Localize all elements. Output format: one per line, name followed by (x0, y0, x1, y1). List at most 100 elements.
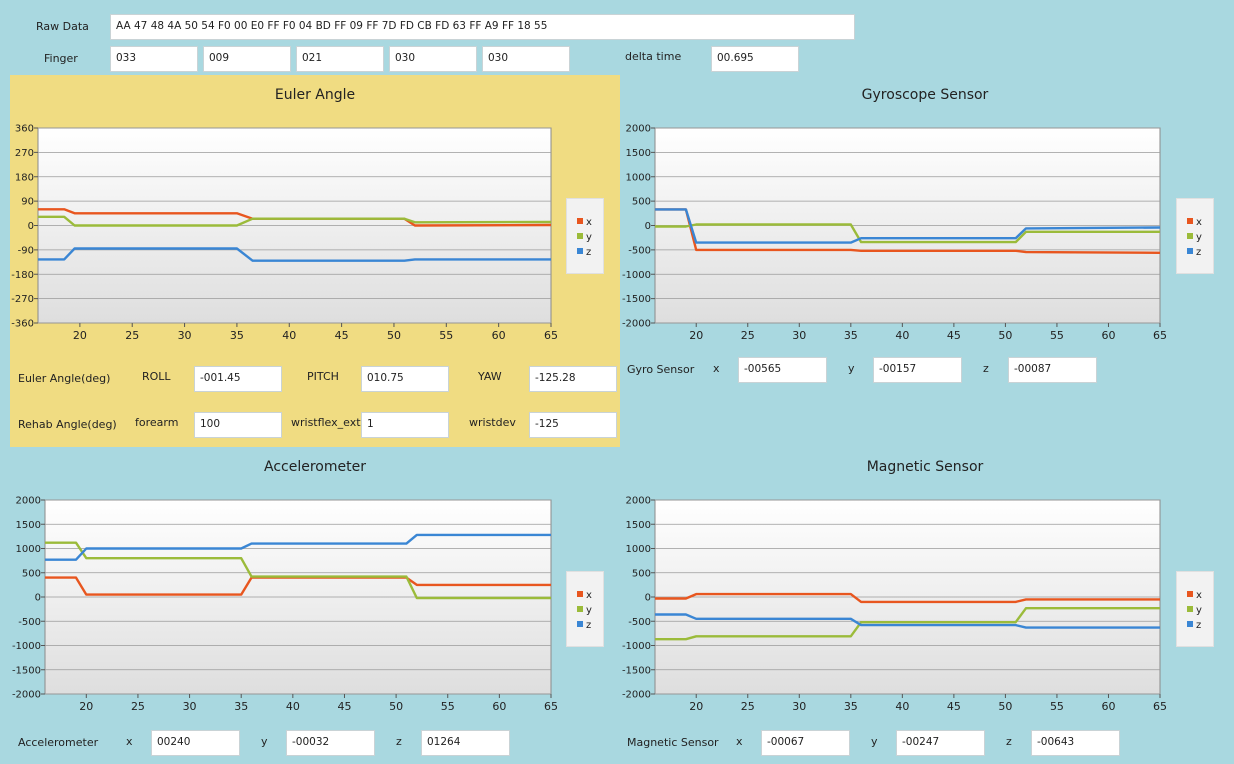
x-tick-label: 30 (792, 329, 806, 342)
series-line-z (45, 533, 551, 561)
y-tick-label: 360 (15, 124, 34, 135)
accel-z-field[interactable]: 01264 (421, 730, 510, 756)
legend-label-x: x (1196, 217, 1202, 228)
x-tick-label: 45 (947, 329, 961, 342)
x-tick-label: 55 (1050, 700, 1064, 713)
legend-label-z: z (1196, 247, 1202, 258)
raw-data-label: Raw Data (36, 20, 89, 33)
x-tick-label: 45 (335, 329, 349, 342)
y-tick-label: 0 (645, 593, 651, 604)
delta-time-field[interactable]: 00.695 (711, 46, 799, 72)
x-tick-label: 50 (387, 329, 401, 342)
gyro-row-label: Gyro Sensor (627, 363, 695, 376)
x-tick-label: 55 (1050, 329, 1064, 342)
accel-y-field[interactable]: -00032 (286, 730, 375, 756)
x-tick-label: 20 (73, 329, 87, 342)
roll-field[interactable]: -001.45 (194, 366, 282, 392)
series-line-z (655, 613, 1160, 629)
x-tick-label: 65 (544, 329, 558, 342)
x-tick-label: 20 (689, 329, 703, 342)
x-tick-label: 30 (183, 700, 197, 713)
y-tick-label: -180 (11, 270, 34, 281)
yaw-field[interactable]: -125.28 (529, 366, 617, 392)
wristdev-field[interactable]: -125 (529, 412, 617, 438)
y-tick-label: -1000 (12, 641, 41, 652)
mag-y-field[interactable]: -00247 (896, 730, 985, 756)
pitch-label: PITCH (307, 370, 339, 383)
x-tick-label: 65 (1153, 329, 1167, 342)
y-tick-label: 500 (632, 568, 651, 579)
y-tick-label: 0 (28, 221, 34, 232)
gyro-z-field[interactable]: -00087 (1008, 357, 1097, 383)
legend-item-x: x (1187, 217, 1202, 228)
rehab-angle-row-label: Rehab Angle(deg) (18, 418, 117, 431)
accelerometer-chart: 2000 1500 1000 500 0 -500 -1000 -1500 -2000 20 25 3… (12, 496, 558, 714)
x-tick-label: 30 (792, 700, 806, 713)
y-tick-label: 1000 (626, 544, 651, 555)
forearm-field[interactable]: 100 (194, 412, 282, 438)
euler-angle-chart: 360 270 180 90 0 -90 -180 -270 -360 20 25 30 35 40 45 5… (11, 124, 558, 343)
x-tick-label: 40 (282, 329, 296, 342)
x-tick-label: 35 (844, 700, 858, 713)
y-tick-label: -270 (11, 294, 34, 305)
legend-swatch-y (1187, 606, 1193, 612)
y-tick-label: 1000 (626, 172, 651, 183)
magnetic-chart: 2000 1500 1000 500 0 -500 -1000 -1500 -2000 20 25 3… (622, 496, 1167, 714)
wristflex-field[interactable]: 1 (361, 412, 449, 438)
y-tick-label: 2000 (626, 124, 651, 135)
euler-legend: x y z (566, 198, 604, 274)
legend-swatch-x (1187, 218, 1193, 224)
y-tick-label: 500 (632, 197, 651, 208)
x-tick-label: 25 (125, 329, 139, 342)
x-tick-label: 40 (895, 329, 909, 342)
legend-item-x: x (1187, 590, 1202, 601)
legend-label-y: y (1196, 232, 1202, 243)
y-tick-label: -500 (628, 617, 651, 628)
y-tick-label: 90 (21, 197, 34, 208)
y-tick-label: 1500 (626, 148, 651, 159)
series-line-z (38, 247, 551, 262)
legend-label-x: x (1196, 590, 1202, 601)
legend-swatch-y (1187, 233, 1193, 239)
legend-swatch-y (577, 606, 583, 612)
finger-field-4[interactable]: 030 (389, 46, 477, 72)
x-tick-label: 25 (741, 700, 755, 713)
legend-item-z: z (577, 620, 591, 631)
mag-z-field[interactable]: -00643 (1031, 730, 1120, 756)
series-line-x (45, 576, 551, 596)
x-tick-label: 55 (439, 329, 453, 342)
accel-legend: x y z (566, 571, 604, 647)
gyro-x-field[interactable]: -00565 (738, 357, 827, 383)
x-tick-label: 50 (998, 700, 1012, 713)
x-tick-label: 20 (689, 700, 703, 713)
legend-label-z: z (586, 247, 592, 258)
x-tick-label: 50 (389, 700, 403, 713)
pitch-field[interactable]: 010.75 (361, 366, 449, 392)
finger-field-5[interactable]: 030 (482, 46, 570, 72)
mag-legend: x y z (1176, 571, 1214, 647)
legend-swatch-z (1187, 248, 1193, 254)
wristflex-label: wristflex_ext (291, 416, 361, 429)
gyroscope-chart: 2000 1500 1000 500 0 -500 -1000 -1500 -2000 20 25 3… (622, 124, 1167, 343)
legend-swatch-z (1187, 621, 1193, 627)
y-tick-label: 1500 (626, 520, 651, 531)
finger-field-2[interactable]: 009 (203, 46, 291, 72)
gyro-y-field[interactable]: -00157 (873, 357, 962, 383)
accel-y-label: y (261, 735, 268, 748)
yaw-label: YAW (478, 370, 502, 383)
finger-field-1[interactable]: 033 (110, 46, 198, 72)
gyro-z-label: z (983, 362, 989, 375)
x-tick-label: 20 (79, 700, 93, 713)
finger-field-3[interactable]: 021 (296, 46, 384, 72)
y-tick-label: -500 (18, 617, 41, 628)
x-tick-label: 60 (492, 700, 506, 713)
accel-x-field[interactable]: 00240 (151, 730, 240, 756)
x-tick-label: 25 (741, 329, 755, 342)
y-tick-label: -2000 (622, 319, 651, 330)
y-tick-label: 1500 (16, 520, 41, 531)
series-line-x (38, 208, 552, 227)
mag-x-field[interactable]: -00067 (761, 730, 850, 756)
accel-x-label: x (126, 735, 133, 748)
y-tick-label: -2000 (12, 690, 41, 701)
raw-data-field[interactable]: AA 47 48 4A 50 54 F0 00 E0 FF F0 04 BD F… (110, 14, 855, 40)
